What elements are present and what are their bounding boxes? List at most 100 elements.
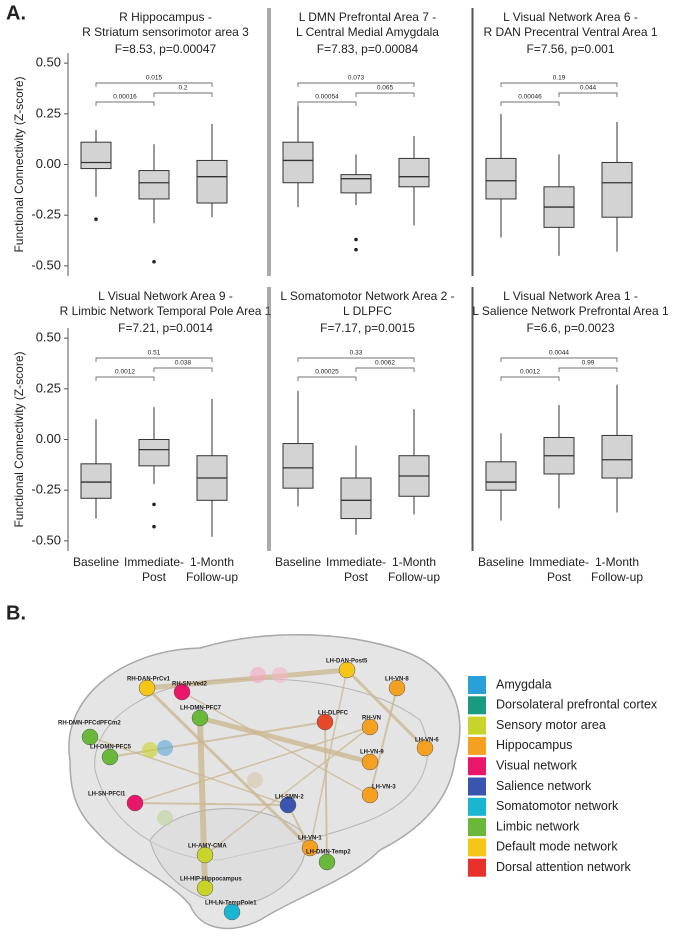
chart-subtitle: F=7.21, p=0.0014 xyxy=(118,321,213,335)
bracket xyxy=(558,92,618,97)
edge xyxy=(199,715,371,765)
bracket xyxy=(95,357,213,362)
x-tick-label: Immediate-Post xyxy=(529,555,589,584)
chart-title: L DLPFC xyxy=(343,304,392,318)
node-label: LH-SN-PFCl1 xyxy=(88,792,126,798)
node-label: RH-DMN-PFCdPFCm2 xyxy=(58,721,121,727)
node-label: LH-VN-3 xyxy=(372,785,396,791)
node xyxy=(301,839,319,857)
bracket xyxy=(153,367,213,372)
outlier xyxy=(354,247,358,252)
node xyxy=(250,667,266,683)
bracket xyxy=(500,376,560,381)
legend-label: Visual network xyxy=(496,758,578,772)
p-value: 0.038 xyxy=(175,360,192,367)
bracket xyxy=(297,376,357,381)
p-value: 0.00016 xyxy=(113,94,137,101)
outlier xyxy=(152,260,156,264)
legend-label: Somatomotor network xyxy=(496,799,619,813)
bracket xyxy=(153,92,213,97)
node xyxy=(223,903,241,921)
node xyxy=(338,661,356,679)
node-label: RH-VN xyxy=(362,716,381,722)
bracket xyxy=(355,367,415,372)
node-label: RH-DAN-PrCv1 xyxy=(127,677,171,683)
node xyxy=(191,709,209,727)
p-value: 0.2 xyxy=(178,85,187,92)
node-label: LH-HIP-Hippocampus xyxy=(180,877,242,883)
bracket xyxy=(558,367,618,372)
outlier xyxy=(94,217,98,222)
bracket xyxy=(297,101,357,106)
bracket xyxy=(355,92,415,97)
p-value: 0.065 xyxy=(377,85,394,92)
node xyxy=(318,853,336,871)
panel-label: A. xyxy=(6,2,26,24)
edge xyxy=(345,668,427,750)
node xyxy=(126,794,144,812)
p-value: 0.073 xyxy=(348,75,365,82)
node xyxy=(173,683,191,701)
y-tick-label: 0.50 xyxy=(36,55,61,70)
node xyxy=(101,748,119,766)
node-label: LH-AMY-CMA xyxy=(188,844,227,850)
p-value: 0.00025 xyxy=(315,369,339,376)
legend-swatch xyxy=(468,797,486,816)
node-label: LH-DMN-PFC5 xyxy=(90,745,132,751)
y-axis-label: Functional Connectivity (Z-score) xyxy=(12,76,26,252)
box xyxy=(80,141,112,170)
x-tick-label: 1-Month Follow-up xyxy=(186,555,238,584)
node xyxy=(196,846,214,864)
edge xyxy=(309,669,348,849)
p-value: 0.0062 xyxy=(375,360,395,367)
chart-title: R Striatum sensorimotor area 3 xyxy=(82,25,249,39)
y-tick-label: 0.25 xyxy=(36,105,61,120)
legend-label: Salience network xyxy=(496,779,592,793)
bracket xyxy=(95,101,155,106)
legend-label: Limbic network xyxy=(496,819,580,833)
legend-swatch xyxy=(468,818,486,837)
legend-label: Dorsal attention network xyxy=(496,860,632,874)
chart-title: R Hippocampus - xyxy=(119,10,212,24)
legend-swatch xyxy=(468,757,486,776)
node xyxy=(157,740,173,756)
chart-title: L DMN Prefrontal Area 7 - xyxy=(299,10,437,24)
node xyxy=(247,772,263,788)
y-tick-label: -0.25 xyxy=(31,207,61,222)
legend-swatch xyxy=(468,858,486,877)
y-tick-label: -0.50 xyxy=(31,257,61,272)
box xyxy=(282,141,314,184)
node xyxy=(316,713,334,731)
node-label: LH-SMN-2 xyxy=(275,795,304,801)
node-label: LH-VN-9 xyxy=(360,750,384,756)
node-label: LH-DMN-PFC7 xyxy=(180,706,222,712)
node-label: LH-LN-TempPole1 xyxy=(205,901,257,907)
node xyxy=(81,728,99,746)
chart-title: L Central Medial Amygdala xyxy=(296,25,439,39)
y-axis-label: Functional Connectivity (Z-score) xyxy=(12,351,26,527)
legend-label: Amygdala xyxy=(496,677,552,691)
bracket xyxy=(297,357,415,362)
edge xyxy=(134,802,289,806)
x-tick-label: Baseline xyxy=(275,555,321,569)
y-tick-label: -0.25 xyxy=(31,482,61,497)
edge xyxy=(369,687,398,796)
node xyxy=(138,679,156,697)
node xyxy=(416,739,434,757)
legend-swatch xyxy=(468,838,486,857)
p-value: 0.00046 xyxy=(518,94,542,101)
x-tick-label: Immediate-Post xyxy=(124,555,184,584)
chart-title: L Visual Network Area 9 - xyxy=(98,289,233,303)
node xyxy=(361,753,379,771)
y-tick-label: 0.50 xyxy=(36,330,61,345)
node xyxy=(142,742,158,758)
edge xyxy=(324,721,328,863)
box xyxy=(601,434,633,479)
chart-subtitle: F=8.53, p=0.00047 xyxy=(115,42,217,56)
chart-title: L Visual Network Area 6 - xyxy=(503,10,638,24)
box xyxy=(485,157,517,200)
p-value: 0.33 xyxy=(350,350,363,357)
box xyxy=(340,477,372,520)
node xyxy=(361,786,379,804)
chart-subtitle: F=7.17, p=0.0015 xyxy=(320,321,415,335)
